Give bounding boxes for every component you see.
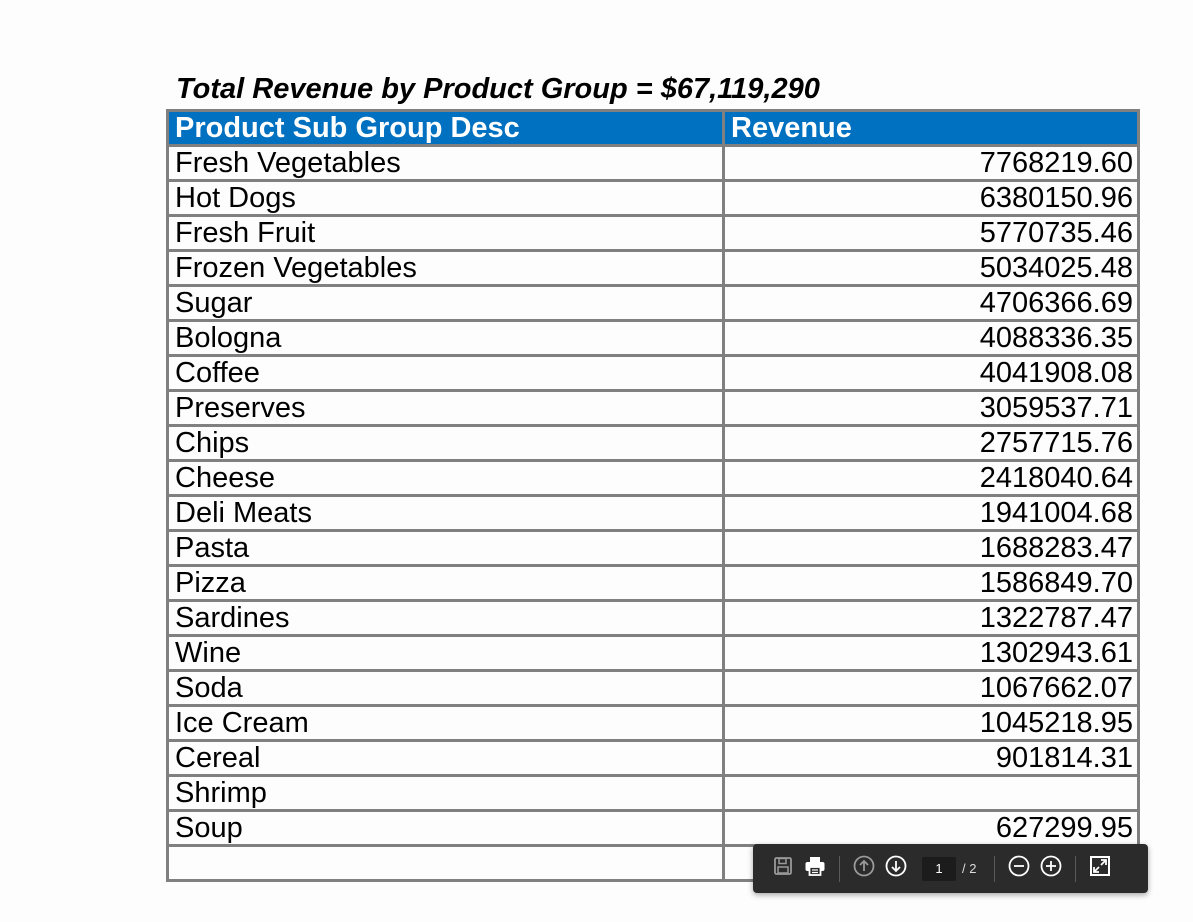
zoom-out-button[interactable] xyxy=(1003,853,1035,885)
pdf-toolbar: 1 / 2 xyxy=(753,844,1148,893)
previous-page-icon xyxy=(852,854,876,883)
next-page-button[interactable] xyxy=(880,853,912,885)
product-sub-group-cell: Bologna xyxy=(166,319,725,357)
column-header-revenue: Revenue xyxy=(722,109,1140,147)
product-sub-group-cell: Hot Dogs xyxy=(166,179,725,217)
revenue-cell: 627299.95 xyxy=(722,809,1140,847)
product-sub-group-cell: Soup xyxy=(166,809,725,847)
table-row: Preserves 3059537.71 xyxy=(166,389,1140,427)
toolbar-separator xyxy=(1075,855,1077,882)
revenue-cell: 4706366.69 xyxy=(722,284,1140,322)
product-sub-group-cell: Ice Cream xyxy=(166,704,725,742)
table-row: Ice Cream 1045218.95 xyxy=(166,704,1140,742)
product-sub-group-cell: Pizza xyxy=(166,564,725,602)
product-sub-group-cell: Fresh Fruit xyxy=(166,214,725,252)
revenue-cell: 5770735.46 xyxy=(722,214,1140,252)
table-row: Shrimp xyxy=(166,774,1140,812)
table-row: Pizza 1586849.70 xyxy=(166,564,1140,602)
product-sub-group-cell: Sugar xyxy=(166,284,725,322)
table-row: Cheese 2418040.64 xyxy=(166,459,1140,497)
revenue-cell xyxy=(722,774,1140,812)
revenue-cell: 1941004.68 xyxy=(722,494,1140,532)
revenue-cell: 5034025.48 xyxy=(722,249,1140,287)
product-sub-group-cell: Frozen Vegetables xyxy=(166,249,725,287)
toolbar-separator xyxy=(994,855,996,882)
save-button[interactable] xyxy=(767,853,799,885)
next-page-icon xyxy=(884,854,908,883)
save-icon xyxy=(772,855,794,882)
revenue-cell: 1045218.95 xyxy=(722,704,1140,742)
product-sub-group-cell: Preserves xyxy=(166,389,725,427)
revenue-cell: 7768219.60 xyxy=(722,144,1140,182)
revenue-cell: 2418040.64 xyxy=(722,459,1140,497)
table-row: Pasta 1688283.47 xyxy=(166,529,1140,567)
page-indicator: 1 / 2 xyxy=(912,856,986,881)
print-icon xyxy=(803,854,827,883)
table-row: Sugar 4706366.69 xyxy=(166,284,1140,322)
product-sub-group-cell: Chips xyxy=(166,424,725,462)
product-sub-group-cell: Coffee xyxy=(166,354,725,392)
revenue-cell: 1688283.47 xyxy=(722,529,1140,567)
product-sub-group-cell: Deli Meats xyxy=(166,494,725,532)
table-row: Sardines 1322787.47 xyxy=(166,599,1140,637)
product-sub-group-cell: Shrimp xyxy=(166,774,725,812)
current-page: 1 xyxy=(935,861,943,876)
table-body: Fresh Vegetables 7768219.60 Hot Dogs 638015… xyxy=(166,144,1140,882)
revenue-cell: 1302943.61 xyxy=(722,634,1140,672)
print-button[interactable] xyxy=(799,853,831,885)
page-number-input[interactable]: 1 xyxy=(922,856,956,881)
revenue-cell: 6380150.96 xyxy=(722,179,1140,217)
column-header-product-sub-group: Product Sub Group Desc xyxy=(166,109,725,147)
table-row: Coffee 4041908.08 xyxy=(166,354,1140,392)
toolbar-separator xyxy=(839,855,840,882)
zoom-out-icon xyxy=(1007,854,1031,883)
revenue-cell: 1322787.47 xyxy=(722,599,1140,637)
product-sub-group-cell: Sardines xyxy=(166,599,725,637)
product-sub-group-cell: Cheese xyxy=(166,459,725,497)
revenue-cell: 901814.31 xyxy=(722,739,1140,777)
zoom-in-icon xyxy=(1039,854,1063,883)
revenue-cell: 4088336.35 xyxy=(722,319,1140,357)
previous-page-button[interactable] xyxy=(848,853,880,885)
product-sub-group-cell: Pasta xyxy=(166,529,725,567)
table-row: Hot Dogs 6380150.96 xyxy=(166,179,1140,217)
fit-page-icon xyxy=(1089,855,1111,882)
table-row: Soup 627299.95 xyxy=(166,809,1140,847)
report-title: Total Revenue by Product Group = $67,119… xyxy=(176,73,820,105)
table-row: Soda 1067662.07 xyxy=(166,669,1140,707)
table-row: Wine 1302943.61 xyxy=(166,634,1140,672)
table-row: Bologna 4088336.35 xyxy=(166,319,1140,357)
revenue-cell: 2757715.76 xyxy=(722,424,1140,462)
fit-page-button[interactable] xyxy=(1084,853,1116,885)
zoom-in-button[interactable] xyxy=(1035,853,1067,885)
table-row: Cereal 901814.31 xyxy=(166,739,1140,777)
revenue-cell: 1067662.07 xyxy=(722,669,1140,707)
revenue-cell: 3059537.71 xyxy=(722,389,1140,427)
total-pages: / 2 xyxy=(962,861,977,876)
table-row: Fresh Vegetables 7768219.60 xyxy=(166,144,1140,182)
product-sub-group-cell: Wine xyxy=(166,634,725,672)
product-sub-group-cell: Soda xyxy=(166,669,725,707)
table-header-row: Product Sub Group Desc Revenue xyxy=(166,109,1140,147)
product-sub-group-cell: Cereal xyxy=(166,739,725,777)
table-row: Fresh Fruit 5770735.46 xyxy=(166,214,1140,252)
product-sub-group-cell: Fresh Vegetables xyxy=(166,144,725,182)
table-row: Deli Meats 1941004.68 xyxy=(166,494,1140,532)
revenue-cell: 4041908.08 xyxy=(722,354,1140,392)
table-row: Frozen Vegetables 5034025.48 xyxy=(166,249,1140,287)
revenue-cell: 1586849.70 xyxy=(722,564,1140,602)
product-sub-group-cell xyxy=(166,844,725,882)
revenue-table: Product Sub Group Desc Revenue Fresh Veg… xyxy=(166,109,1140,882)
table-row: Chips 2757715.76 xyxy=(166,424,1140,462)
